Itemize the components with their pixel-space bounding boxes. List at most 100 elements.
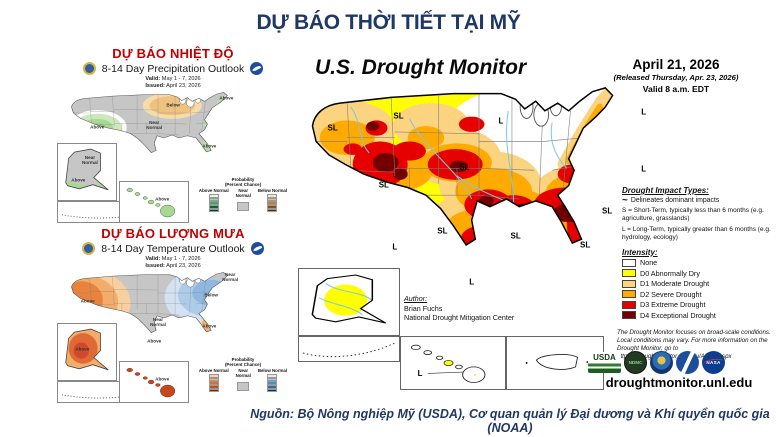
long-term-definition: L = Long-Term, typically greater than 6 … (622, 226, 771, 242)
author-block: Author: Brian Fuchs National Drought Mit… (404, 294, 514, 323)
cpc-legend: Probability (Percent Chance) Above Norma… (197, 177, 289, 223)
commerce-seal-icon (82, 242, 96, 255)
legend-ramp-cell (208, 381, 219, 385)
near-normal-swatch (237, 382, 250, 392)
map-meta: Valid: May 1 - 7, 2026 Issued: April 23,… (57, 256, 289, 270)
hawaii-impact-label: L (417, 369, 423, 379)
intensity-item: D4 Exceptional Drought (622, 311, 776, 320)
drought-conus-map: SL SL L SL SL SL L SL SL SL L L L (296, 84, 662, 314)
legend-ramp-cell (208, 197, 219, 202)
disclaimer-line: The Drought Monitor focuses on broad-sca… (617, 329, 771, 336)
cpc-legend: Probability (Percent Chance) Above Norma… (197, 357, 289, 403)
source-attribution: Nguồn: Bộ Nông nghiệp Mỹ (USDA), Cơ quan… (250, 407, 770, 435)
intensity-swatch (622, 290, 636, 298)
legend-ramp-cell (267, 201, 278, 205)
alaska-inset: Above (57, 322, 117, 381)
temperature-forecast-panel: DỰ BÁO NHIỆT ĐỘ 8-14 Day Precipitation O… (57, 46, 289, 226)
issued-label: Issued: (145, 262, 165, 269)
hawaii-inset: Above (119, 360, 189, 403)
legend-ramp-cell (208, 377, 219, 382)
intensity-swatch (622, 269, 636, 277)
author-name: Brian Fuchs (404, 303, 443, 313)
intensity-item: D3 Extreme Drought (622, 300, 776, 309)
intensity-label: D2 Severe Drought (640, 289, 702, 299)
map-meta: Valid: May 1 - 7, 2026 Issued: April 23,… (57, 76, 289, 90)
legend-title: Probability (Percent Chance) (224, 356, 262, 368)
legend-near-column: Near Normal (236, 188, 251, 212)
intensity-item: D1 Moderate Drought (622, 279, 776, 288)
outlook-title: 8-14 Day Precipitation Outlook (101, 62, 245, 75)
drought-puerto-rico-inset (506, 336, 604, 390)
impact-types-heading: Drought Impact Types: (622, 186, 709, 195)
drought-alaska-inset (298, 268, 400, 336)
legend-ramp-cell (267, 194, 278, 198)
precip-outlook-conus-map: Above Below Near Normal Above Above (63, 91, 253, 179)
author-org: National Drought Mitigation Center (404, 313, 515, 323)
author-heading: Author: (404, 294, 428, 303)
temp-outlook-conus-map: Above Near Normal Below Near Normal Above Abo… (63, 271, 253, 359)
valid-value: May 1 - 7, 2026 (161, 76, 201, 82)
legend-above-column: Above Normal (199, 188, 229, 213)
drought-released: (Released Thursday, Apr. 23, 2026) (613, 73, 739, 82)
drought-date: April 21, 2026 (632, 57, 720, 72)
intensity-label: D3 Extreme Drought (640, 300, 706, 309)
legend-ramp-cell (267, 208, 278, 213)
drought-legend: Drought Impact Types: ~ Delineates domin… (622, 186, 776, 320)
intensity-swatch (622, 258, 636, 267)
intensity-item: D0 Abnormally Dry (622, 269, 776, 278)
panel-heading: DỰ BÁO NHIỆT ĐỘ (112, 46, 234, 61)
valid-label: Valid: (145, 76, 161, 82)
legend-ramp-cell (267, 388, 278, 393)
disclaimer-line: Local conditions may vary. For more info… (617, 336, 768, 344)
legend-title: Probability (Percent Chance) (224, 176, 262, 188)
legend-below-column: Below Normal (258, 188, 287, 213)
drought-monitor-title: U.S. Drought Monitor (315, 56, 527, 79)
legend-ramp-cell (208, 374, 219, 378)
legend-ramp-cell (267, 204, 278, 209)
near-normal-swatch (237, 202, 250, 212)
outlook-title-row: 8-14 Day Precipitation Outlook (57, 62, 289, 75)
drought-aleutian-inset (298, 336, 400, 362)
issued-value: April 23, 2026 (166, 82, 201, 89)
nasa-logo: NASA (702, 351, 725, 374)
intensity-item: None (622, 258, 776, 267)
legend-ramp-cell (267, 197, 278, 202)
noaa-logo-icon (250, 62, 264, 75)
legend-above-column: Above Normal (199, 368, 229, 393)
hawaii-inset: Above (119, 180, 189, 223)
legend-ramp-cell (208, 204, 219, 209)
valid-value: May 1 - 7, 2026 (161, 256, 201, 262)
valid-label: Valid: (145, 256, 161, 262)
ndmc-logo: NDMC (624, 351, 647, 374)
legend-ramp-cell (208, 384, 219, 389)
intensity-legend: None D0 Abnormally Dry D1 Moderate Droug… (622, 258, 776, 320)
noaa-logo (676, 351, 699, 374)
legend-near-column: Near Normal (236, 368, 251, 392)
delineation-squiggle-icon: ~ (622, 194, 628, 206)
agency-logos-row: USDA NDMC NASA (588, 351, 725, 374)
panel-heading: DỰ BÁO LƯỢNG MƯA (101, 226, 245, 241)
slide-title: DỰ BÁO THỜI TIẾT TẠI MỸ (256, 11, 521, 34)
drought-monitor-url: droughtmonitor.unl.edu (605, 375, 753, 390)
issued-value: April 23, 2026 (166, 262, 201, 269)
temp-outlook-map-block: Above Near Normal Below Near Normal Above Abo… (57, 271, 289, 403)
short-term-definition: S = Short-Term, typically less than 6 mo… (622, 207, 764, 223)
intensity-swatch (622, 300, 636, 309)
intensity-item: D2 Severe Drought (622, 290, 776, 299)
outlook-title: 8-14 Day Temperature Outlook (101, 242, 245, 255)
legend-ramp-cell (267, 384, 278, 389)
legend-ramp-cell (267, 377, 278, 382)
legend-ramp-cell (208, 388, 219, 393)
legend-ramp-cell (267, 374, 278, 378)
commerce-seal-icon (82, 62, 96, 75)
precipitation-forecast-panel: DỰ BÁO LƯỢNG MƯA 8-14 Day Temperature Ou… (57, 226, 289, 403)
delineates-text: Delineates dominant impacts (630, 197, 720, 204)
intensity-swatch (622, 311, 636, 319)
outlook-title-row: 8-14 Day Temperature Outlook (57, 242, 289, 255)
intensity-heading: Intensity: (622, 247, 658, 257)
drought-hawaii-inset: L (400, 336, 506, 390)
intensity-label: D4 Exceptional Drought (640, 310, 716, 320)
intensity-label: D0 Abnormally Dry (640, 268, 700, 278)
legend-ramp-cell (208, 194, 219, 198)
